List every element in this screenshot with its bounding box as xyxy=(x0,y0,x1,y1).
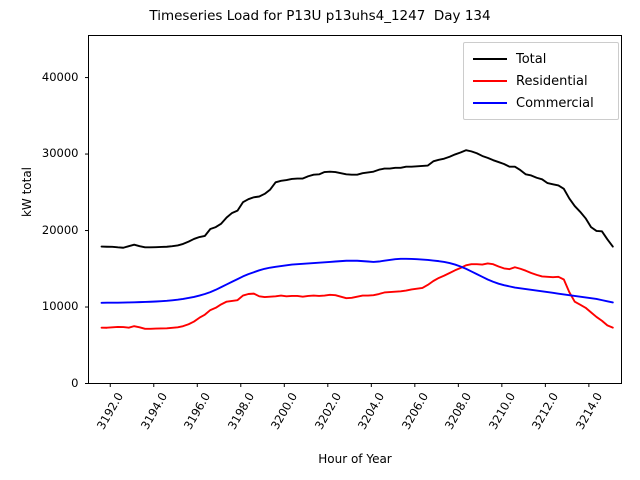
series-line-commercial xyxy=(100,257,614,304)
x-tick-marks xyxy=(109,383,590,387)
y-tick-marks xyxy=(85,77,89,384)
y-tick-label: 30000 xyxy=(41,146,79,161)
legend-item-commercial[interactable]: Commercial xyxy=(470,92,612,114)
y-tick-label: 20000 xyxy=(41,222,79,237)
series-line-residential xyxy=(100,262,614,330)
x-axis-label: Hour of Year xyxy=(318,452,392,466)
y-tick-label: 0 xyxy=(71,375,79,390)
legend-swatch-icon xyxy=(473,80,507,82)
legend-label: Total xyxy=(516,51,547,67)
legend-label: Commercial xyxy=(516,95,594,111)
y-tick-label: 40000 xyxy=(41,69,79,84)
legend-swatch-icon xyxy=(473,102,507,104)
y-tick-label: 10000 xyxy=(41,299,79,314)
series-lines xyxy=(100,149,614,330)
legend-label: Residential xyxy=(516,73,588,89)
legend-item-residential[interactable]: Residential xyxy=(470,70,612,92)
legend: Total Residential Commercial xyxy=(463,42,619,120)
chart-title: Timeseries Load for P13U p13uhs4_1247 Da… xyxy=(149,8,491,24)
legend-swatch-icon xyxy=(473,58,507,60)
series-line-total xyxy=(100,149,614,249)
legend-item-total[interactable]: Total xyxy=(470,48,612,70)
